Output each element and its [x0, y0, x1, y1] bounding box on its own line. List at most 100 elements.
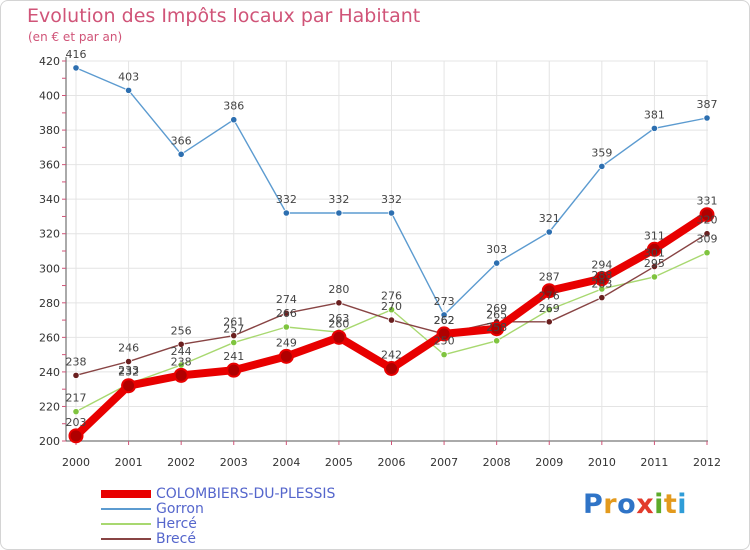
data-label-COLOMBIERS-DU-PLESSIS: 249 — [276, 336, 297, 349]
data-label-Hercé: 257 — [223, 323, 244, 336]
data-point-Gorron — [493, 259, 501, 267]
legend-label-gorron: Gorron — [156, 501, 204, 517]
data-label-Brecé: 320 — [697, 214, 718, 227]
data-label-COLOMBIERS-DU-PLESSIS: 203 — [66, 416, 87, 429]
data-label-Brecé: 269 — [539, 302, 560, 315]
x-tick-label: 2011 — [640, 456, 668, 469]
data-point-Brecé — [598, 294, 606, 302]
data-point-COLOMBIERS-DU-PLESSIS — [173, 367, 189, 383]
data-point-COLOMBIERS-DU-PLESSIS — [121, 378, 137, 394]
data-point-COLOMBIERS-DU-PLESSIS — [594, 271, 610, 287]
logo-letter: i — [654, 489, 664, 520]
data-label-Gorron: 273 — [434, 295, 455, 308]
data-point-Brecé — [72, 371, 80, 379]
logo-letter: x — [636, 489, 655, 520]
data-point-Brecé — [545, 318, 553, 326]
chart-title: Evolution des Impôts locaux par Habitant — [27, 5, 421, 27]
legend-label-herce: Hercé — [156, 516, 197, 532]
data-point-Gorron — [72, 64, 80, 72]
data-point-COLOMBIERS-DU-PLESSIS — [646, 241, 662, 257]
data-point-Gorron — [545, 228, 553, 236]
data-label-COLOMBIERS-DU-PLESSIS: 241 — [223, 350, 244, 363]
data-label-COLOMBIERS-DU-PLESSIS: 260 — [328, 317, 349, 330]
data-label-COLOMBIERS-DU-PLESSIS: 311 — [644, 229, 665, 242]
x-tick-label: 2003 — [220, 456, 248, 469]
data-point-Hercé — [230, 338, 238, 347]
logo-letter: P — [583, 489, 604, 520]
x-tick-label: 2000 — [62, 456, 90, 469]
data-point-Gorron — [598, 162, 606, 170]
grid-lines — [66, 60, 708, 442]
axes — [65, 57, 708, 442]
data-point-Brecé — [703, 230, 711, 238]
y-tick-label: 320 — [39, 228, 60, 241]
data-point-Hercé — [703, 249, 711, 257]
logo-letter: o — [617, 489, 637, 520]
data-label-Brecé: 274 — [276, 293, 297, 306]
data-point-Gorron — [335, 209, 343, 217]
data-label-COLOMBIERS-DU-PLESSIS: 331 — [697, 195, 718, 208]
data-label-Gorron: 332 — [381, 193, 402, 206]
data-label-Hercé: 288 — [591, 269, 612, 282]
data-label-Hercé: 263 — [328, 312, 349, 325]
data-label-Hercé: 233 — [118, 364, 139, 377]
y-tick-label: 220 — [39, 400, 60, 413]
x-tick-label: 2009 — [535, 456, 563, 469]
data-point-COLOMBIERS-DU-PLESSIS — [436, 326, 452, 342]
series-data-labels: 416 403 366 386 332 332 332 273 303 321 359 381 387 2… — [66, 48, 718, 429]
y-tick-label: 240 — [39, 366, 60, 379]
x-tick-label: 2005 — [325, 456, 353, 469]
data-point-Gorron — [177, 150, 185, 158]
data-point-Hercé — [387, 306, 396, 314]
data-point-Brecé — [387, 316, 396, 324]
data-label-Brecé: 256 — [171, 324, 192, 337]
data-point-COLOMBIERS-DU-PLESSIS — [699, 207, 715, 223]
y-tick-label: 400 — [39, 90, 60, 103]
data-point-Gorron — [230, 116, 238, 124]
data-label-Hercé: 309 — [697, 233, 718, 246]
data-label-Gorron: 386 — [223, 100, 244, 113]
data-label-Hercé: 276 — [381, 290, 402, 303]
y-tick-label: 260 — [39, 331, 60, 344]
legend-swatches — [101, 490, 151, 540]
data-label-COLOMBIERS-DU-PLESSIS: 265 — [486, 309, 507, 322]
logo-letter: i — [677, 489, 688, 520]
data-point-Hercé — [440, 351, 448, 359]
data-point-Gorron — [440, 311, 448, 319]
data-label-COLOMBIERS-DU-PLESSIS: 294 — [591, 259, 612, 272]
data-label-Brecé: 283 — [591, 278, 612, 291]
data-label-Brecé: 246 — [118, 342, 139, 355]
data-label-COLOMBIERS-DU-PLESSIS: 262 — [434, 314, 455, 327]
data-point-Gorron — [282, 209, 290, 217]
data-label-Brecé: 270 — [381, 300, 402, 313]
data-point-COLOMBIERS-DU-PLESSIS — [226, 362, 242, 378]
data-label-Gorron: 332 — [328, 193, 349, 206]
data-label-Brecé: 261 — [223, 316, 244, 329]
data-label-Hercé: 295 — [644, 257, 665, 270]
data-label-Gorron: 332 — [276, 193, 297, 206]
data-label-Brecé: 238 — [66, 355, 87, 368]
data-point-Brecé — [282, 309, 290, 317]
data-label-Gorron: 366 — [171, 134, 192, 147]
y-tick-label: 360 — [39, 159, 60, 172]
x-tick-label: 2001 — [115, 456, 143, 469]
data-point-Brecé — [335, 299, 343, 307]
data-label-Brecé: 301 — [644, 247, 665, 260]
data-label-Gorron: 403 — [118, 70, 139, 83]
data-label-Gorron: 387 — [697, 98, 718, 111]
y-tick-label: 280 — [39, 297, 60, 310]
data-label-Hercé: 250 — [434, 335, 455, 348]
data-point-COLOMBIERS-DU-PLESSIS — [278, 348, 294, 364]
proxiti-logo: Proxiti — [583, 489, 687, 520]
y-tick-label: 420 — [39, 55, 60, 68]
data-label-Hercé: 244 — [171, 345, 192, 358]
data-point-Hercé — [282, 323, 290, 331]
y-tick-label: 300 — [39, 262, 60, 275]
data-point-Brecé — [124, 357, 133, 366]
x-axis-ticks: 2000 2001 2002 2003 2004 2005 2006 2007 2008 2009… — [62, 441, 721, 469]
data-label-Brecé: 269 — [486, 302, 507, 315]
data-point-Brecé — [650, 262, 659, 271]
data-label-Gorron: 359 — [591, 146, 612, 159]
x-tick-label: 2010 — [588, 456, 616, 469]
